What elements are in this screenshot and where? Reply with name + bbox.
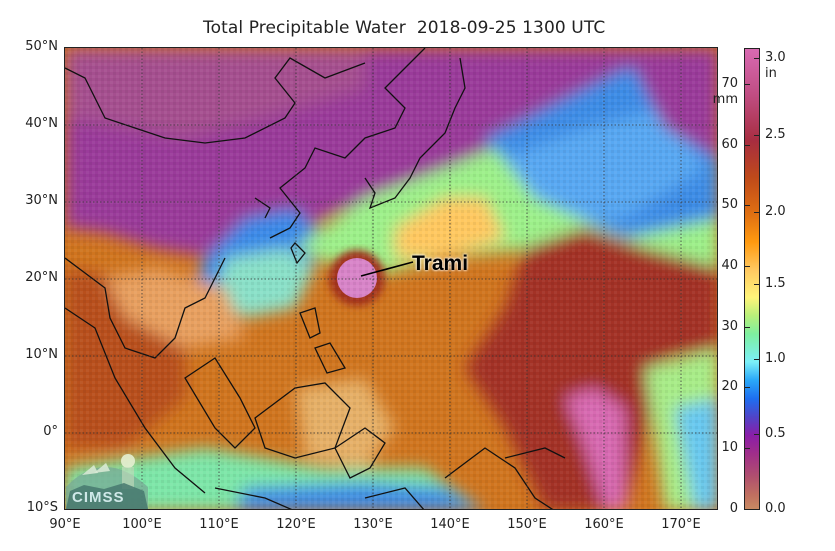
- tpw-map: [64, 47, 718, 510]
- cb-tick-20mm: [744, 387, 750, 388]
- lat-label-10n: 10°N: [25, 347, 58, 362]
- cb-tick-1.0in: [754, 359, 760, 360]
- cb-tick-60mm: [744, 145, 750, 146]
- cb-label-0: 0: [729, 501, 738, 516]
- lon-label-140e: 140°E: [430, 517, 470, 532]
- cb-label-50: 50: [721, 197, 738, 212]
- cb-label-10: 10: [721, 440, 738, 455]
- lon-label-150e: 150°E: [507, 517, 547, 532]
- cb-label-3.0: 3.0: [765, 50, 786, 65]
- lat-label-10s: 10°S: [26, 500, 58, 515]
- cb-label-2.0: 2.0: [765, 204, 786, 219]
- cb-tick-2.0in: [754, 212, 760, 213]
- cb-label-70: 70: [721, 76, 738, 91]
- cb-label-30: 30: [721, 319, 738, 334]
- map-field: [65, 48, 717, 509]
- cb-label-0.0: 0.0: [765, 501, 786, 516]
- lon-label-100e: 100°E: [122, 517, 162, 532]
- lon-label-130e: 130°E: [353, 517, 393, 532]
- lat-label-50n: 50°N: [25, 39, 58, 54]
- cb-label-0.5: 0.5: [765, 426, 786, 441]
- colorbar: [744, 48, 760, 510]
- cimss-logo: CIMSS: [64, 447, 150, 509]
- cimss-logo-icon: [66, 454, 148, 509]
- cb-tick-2.5in: [754, 135, 760, 136]
- cimss-logo-text: CIMSS: [72, 489, 125, 506]
- lon-label-170e: 170°E: [661, 517, 701, 532]
- lon-label-110e: 110°E: [199, 517, 239, 532]
- lon-label-90e: 90°E: [49, 517, 81, 532]
- lat-label-20n: 20°N: [25, 270, 58, 285]
- lat-label-40n: 40°N: [25, 116, 58, 131]
- lat-label-0: 0°: [43, 424, 58, 439]
- storm-label-trami: Trami: [412, 252, 469, 275]
- cb-unit-in: in: [765, 66, 777, 81]
- cb-tick-3.0in: [754, 58, 760, 59]
- cb-tick-70mm: [744, 84, 750, 85]
- cb-label-60: 60: [721, 137, 738, 152]
- cb-label-40: 40: [721, 258, 738, 273]
- lon-label-120e: 120°E: [276, 517, 316, 532]
- storm-pointer-line: [360, 261, 414, 277]
- cb-label-1.0: 1.0: [765, 351, 786, 366]
- cb-tick-30mm: [744, 327, 750, 328]
- cb-tick-40mm: [744, 266, 750, 267]
- cb-label-2.5: 2.5: [765, 127, 786, 142]
- cb-tick-50mm: [744, 205, 750, 206]
- cb-label-20: 20: [721, 379, 738, 394]
- cb-label-1.5: 1.5: [765, 276, 786, 291]
- cb-tick-1.5in: [754, 284, 760, 285]
- lon-label-160e: 160°E: [584, 517, 624, 532]
- cb-tick-0.5in: [754, 434, 760, 435]
- lat-label-30n: 30°N: [25, 193, 58, 208]
- cb-tick-10mm: [744, 448, 750, 449]
- cb-unit-mm: mm: [712, 92, 738, 107]
